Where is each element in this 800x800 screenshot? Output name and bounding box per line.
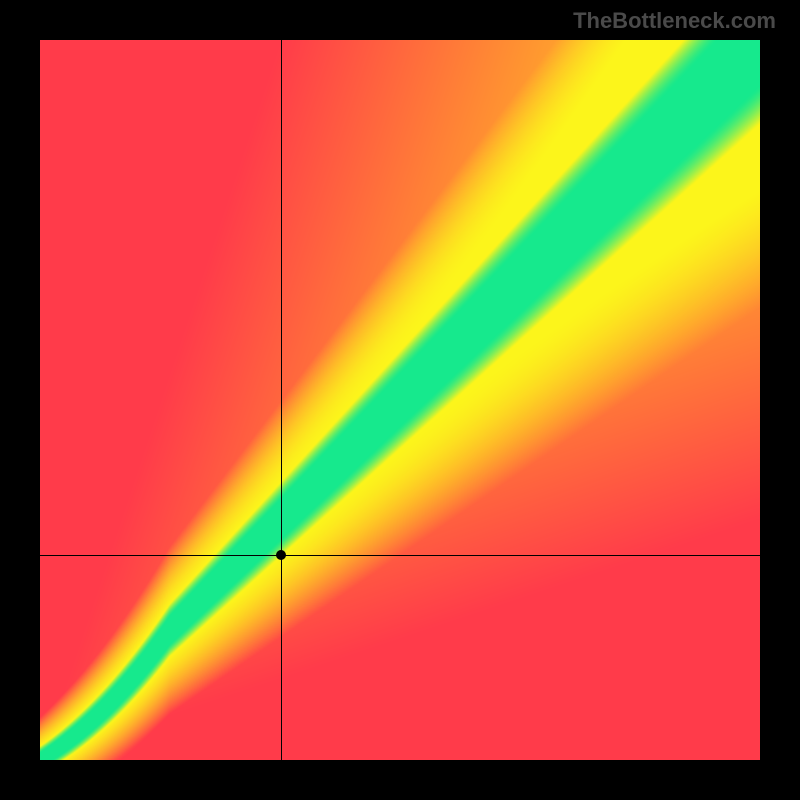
chart-container: TheBottleneck.com <box>0 0 800 800</box>
plot-area <box>40 40 760 760</box>
crosshair-horizontal <box>40 555 760 556</box>
crosshair-marker <box>276 550 286 560</box>
crosshair-vertical <box>281 40 282 760</box>
attribution-text: TheBottleneck.com <box>573 8 776 34</box>
heatmap-canvas <box>40 40 760 760</box>
